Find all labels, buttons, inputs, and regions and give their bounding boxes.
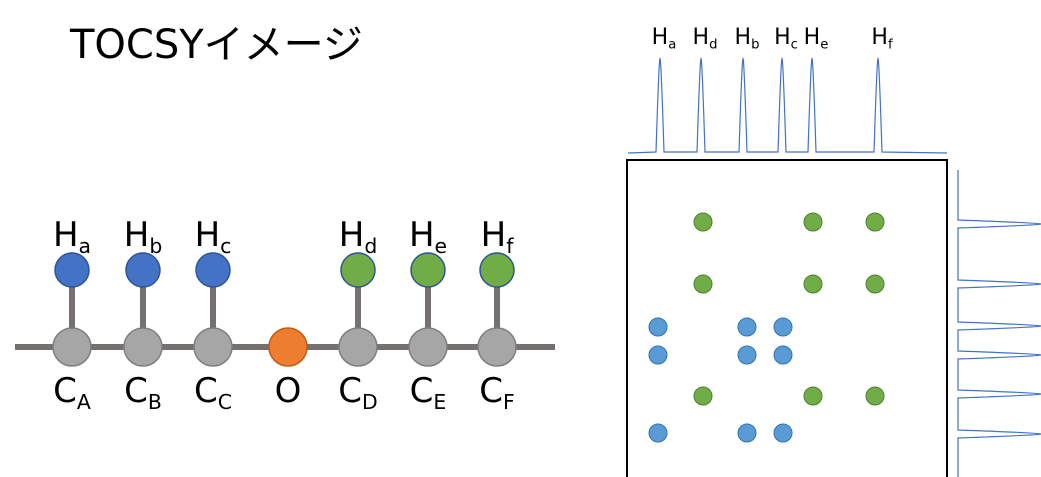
c-atom: [408, 327, 448, 367]
label-base: C: [53, 371, 77, 411]
h-atom: [410, 252, 446, 288]
label-base: C: [338, 371, 362, 411]
label-sub: b: [149, 234, 162, 258]
backbone-label: O: [275, 371, 302, 411]
h-label: He: [409, 215, 447, 258]
peak-label: Hc: [774, 25, 798, 52]
cross-peak-blue: [773, 345, 793, 365]
cross-peak-blue: [737, 345, 757, 365]
label-sub: f: [506, 234, 514, 258]
cross-peak-blue: [648, 317, 668, 337]
label-sub: b: [751, 37, 759, 52]
h-label: Hb: [124, 215, 163, 258]
label-sub: F: [503, 390, 515, 414]
c-atom: [52, 327, 92, 367]
peak-label: Ha: [652, 25, 677, 52]
h-label: Hf: [481, 215, 515, 258]
h-label: Hc: [195, 215, 232, 258]
o-atom: [268, 327, 308, 367]
backbone-label: CD: [338, 371, 377, 414]
label-base: H: [53, 215, 79, 255]
label-base: O: [275, 371, 302, 411]
h-atom: [54, 252, 90, 288]
cross-peak-blue: [737, 317, 757, 337]
label-sub: B: [148, 390, 162, 414]
label-base: H: [871, 25, 888, 50]
label-sub: A: [77, 390, 91, 414]
top-spectrum: [627, 57, 948, 154]
h-atom: [195, 252, 231, 288]
peak-label: Hf: [871, 25, 893, 52]
c-atom: [338, 327, 378, 367]
cross-peak-green: [803, 386, 823, 406]
cross-peak-green: [803, 274, 823, 294]
cross-peak-green: [865, 274, 885, 294]
c-atom: [477, 327, 517, 367]
label-base: H: [774, 25, 791, 50]
label-base: H: [124, 215, 150, 255]
cross-peak-blue: [773, 317, 793, 337]
cross-peak-green: [865, 212, 885, 232]
backbone-label: CA: [53, 371, 91, 414]
cross-peak-green: [693, 274, 713, 294]
label-sub: D: [362, 390, 378, 414]
cross-peak-green: [693, 386, 713, 406]
label-sub: C: [218, 390, 232, 414]
label-base: H: [195, 215, 221, 255]
backbone-label: CF: [479, 371, 514, 414]
peak-label: He: [804, 25, 829, 52]
c-atom: [123, 327, 163, 367]
label-base: H: [804, 25, 821, 50]
label-base: C: [410, 371, 434, 411]
peak-label: Hd: [693, 25, 718, 52]
label-base: C: [194, 371, 218, 411]
label-sub: f: [888, 37, 893, 52]
side-spectrum: [957, 170, 1041, 477]
label-base: C: [479, 371, 503, 411]
label-sub: E: [433, 390, 446, 414]
cross-peak-blue: [648, 345, 668, 365]
label-sub: a: [668, 37, 676, 52]
label-base: H: [735, 25, 752, 50]
backbone-label: CE: [410, 371, 447, 414]
cross-peak-green: [865, 386, 885, 406]
label-sub: c: [791, 37, 798, 52]
cross-peak-blue: [773, 423, 793, 443]
h-atom: [340, 252, 376, 288]
peak-label: Hb: [735, 25, 760, 52]
label-base: H: [481, 215, 507, 255]
backbone-label: CC: [194, 371, 232, 414]
label-base: C: [124, 371, 148, 411]
h-label: Hd: [339, 215, 378, 258]
h-label: Ha: [53, 215, 91, 258]
h-atom: [125, 252, 161, 288]
label-sub: e: [820, 37, 828, 52]
cross-peak-green: [693, 212, 713, 232]
cross-peak-blue: [737, 423, 757, 443]
label-base: H: [652, 25, 669, 50]
label-base: H: [339, 215, 365, 255]
label-sub: a: [79, 234, 92, 258]
label-sub: c: [220, 234, 231, 258]
label-sub: d: [364, 234, 377, 258]
label-sub: d: [709, 37, 717, 52]
h-atom: [479, 252, 515, 288]
backbone-label: CB: [124, 371, 162, 414]
label-base: H: [409, 215, 435, 255]
cross-peak-blue: [648, 423, 668, 443]
2d-frame: [626, 159, 948, 477]
label-base: H: [693, 25, 710, 50]
c-atom: [193, 327, 233, 367]
label-sub: e: [435, 234, 448, 258]
cross-peak-green: [803, 212, 823, 232]
title: TOCSYイメージ: [69, 22, 363, 68]
